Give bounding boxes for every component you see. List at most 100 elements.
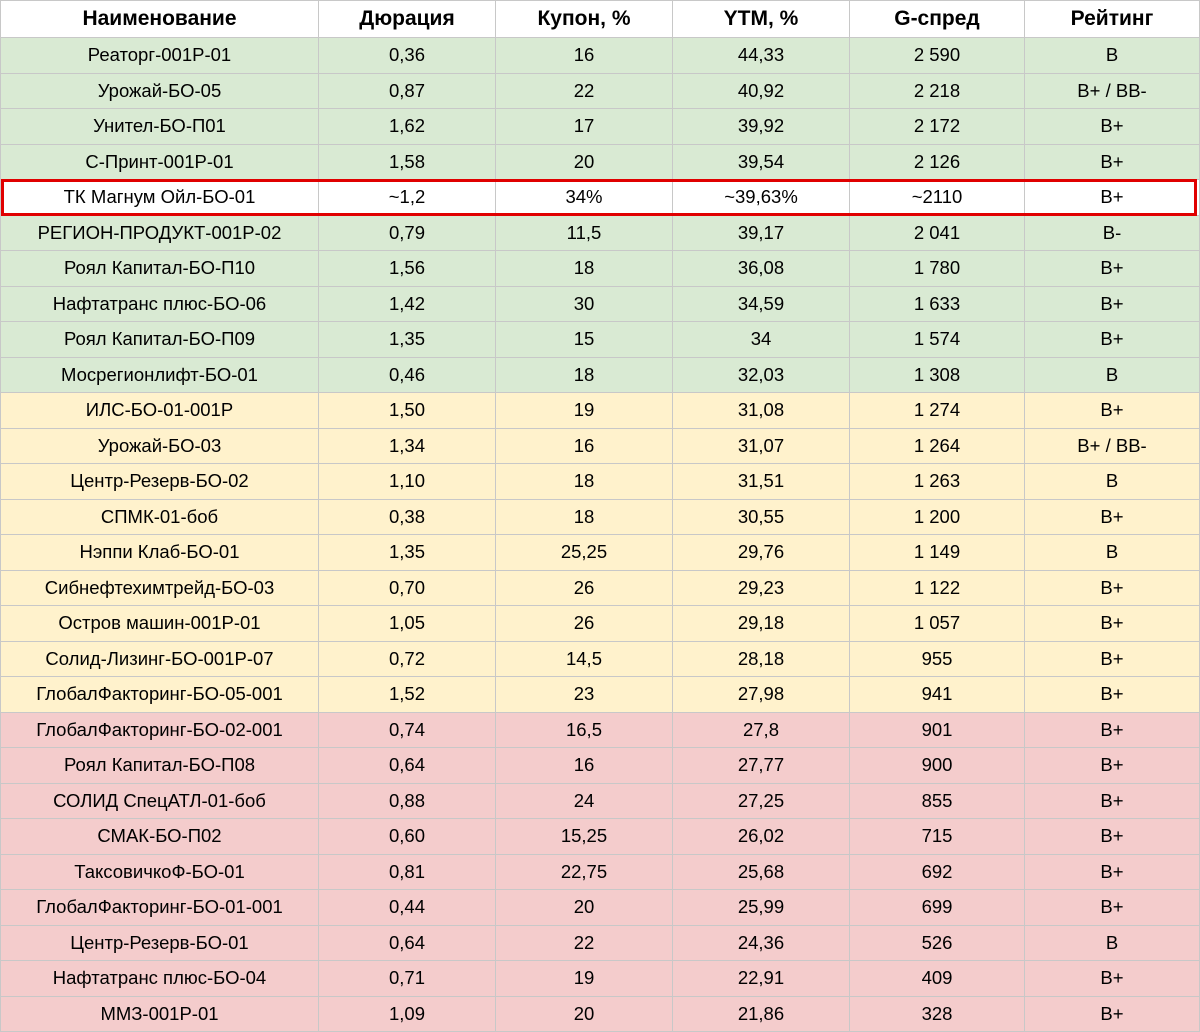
cell-duration: 1,56 — [318, 250, 496, 287]
table-row[interactable]: Остров машин-001Р-01 1,05 26 29,18 1 057 B+ — [0, 605, 1200, 642]
cell-name: ГлобалФакторинг-БО-05-001 — [0, 676, 319, 713]
table-row[interactable]: Солид-Лизинг-БО-001Р-07 0,72 14,5 28,18 955 B… — [0, 640, 1200, 677]
cell-g-spread: 955 — [849, 640, 1025, 677]
cell-g-spread: 1 263 — [849, 463, 1025, 500]
table-row[interactable]: ММЗ-001Р-01 1,09 20 21,86 328 B+ — [0, 995, 1200, 1032]
cell-g-spread: 2 126 — [849, 143, 1025, 180]
table-row[interactable]: СОЛИД СпецАТЛ-01-боб 0,88 24 27,25 855 B+ — [0, 782, 1200, 819]
cell-duration: 1,34 — [318, 427, 496, 464]
table-row[interactable]: ГлобалФакторинг-БО-01-001 0,44 20 25,99 699 B… — [0, 889, 1200, 926]
cell-g-spread: 1 264 — [849, 427, 1025, 464]
cell-g-spread: 2 590 — [849, 37, 1025, 74]
header-row: Наименование Дюрация Купон, % YTM, % G-с… — [0, 0, 1200, 38]
cell-ytm: 31,51 — [672, 463, 850, 500]
header-ytm[interactable]: YTM, % — [672, 0, 850, 38]
cell-ytm: 29,76 — [672, 534, 850, 571]
table-row[interactable]: ГлобалФакторинг-БО-05-001 1,52 23 27,98 941 B… — [0, 676, 1200, 713]
cell-g-spread: 2 218 — [849, 72, 1025, 109]
cell-duration: 0,46 — [318, 356, 496, 393]
table-row[interactable]: Роял Капитал-БО-П10 1,56 18 36,08 1 780 B+ — [0, 250, 1200, 287]
cell-coupon: 18 — [495, 250, 673, 287]
cell-duration: 0,60 — [318, 818, 496, 855]
cell-ytm: 22,91 — [672, 960, 850, 997]
table-row[interactable]: СМАК-БО-П02 0,60 15,25 26,02 715 B+ — [0, 818, 1200, 855]
table-row[interactable]: Центр-Резерв-БО-01 0,64 22 24,36 526 B — [0, 924, 1200, 961]
table-row[interactable]: ТаксовичкоФ-БО-01 0,81 22,75 25,68 692 B+ — [0, 853, 1200, 890]
cell-ytm: 25,99 — [672, 889, 850, 926]
cell-coupon: 18 — [495, 463, 673, 500]
cell-coupon: 19 — [495, 960, 673, 997]
cell-coupon: 15 — [495, 321, 673, 358]
table-row[interactable]: СПМК-01-боб 0,38 18 30,55 1 200 B+ — [0, 498, 1200, 535]
table-row[interactable]: Роял Капитал-БО-П08 0,64 16 27,77 900 B+ — [0, 747, 1200, 784]
cell-coupon: 11,5 — [495, 214, 673, 251]
table-row[interactable]: С-Принт-001Р-01 1,58 20 39,54 2 126 B+ — [0, 143, 1200, 180]
cell-coupon: 18 — [495, 356, 673, 393]
table-row[interactable]: Мосрегионлифт-БО-01 0,46 18 32,03 1 308 B — [0, 356, 1200, 393]
table-row[interactable]: Центр-Резерв-БО-02 1,10 18 31,51 1 263 B — [0, 463, 1200, 500]
cell-ytm: 39,54 — [672, 143, 850, 180]
header-coupon[interactable]: Купон, % — [495, 0, 673, 38]
cell-name: РЕГИОН-ПРОДУКТ-001Р-02 — [0, 214, 319, 251]
table-row[interactable]: Нэппи Клаб-БО-01 1,35 25,25 29,76 1 149 B — [0, 534, 1200, 571]
cell-duration: 1,52 — [318, 676, 496, 713]
cell-rating: B — [1024, 37, 1200, 74]
cell-coupon: 18 — [495, 498, 673, 535]
cell-name: ИЛС-БО-01-001Р — [0, 392, 319, 429]
cell-coupon: 22 — [495, 72, 673, 109]
cell-rating: B — [1024, 356, 1200, 393]
cell-rating: B+ — [1024, 995, 1200, 1032]
table-row[interactable]: Урожай-БО-05 0,87 22 40,92 2 218 B+ / BB- — [0, 72, 1200, 109]
cell-g-spread: 1 633 — [849, 285, 1025, 322]
cell-duration: 0,79 — [318, 214, 496, 251]
header-rating[interactable]: Рейтинг — [1024, 0, 1200, 38]
table-row[interactable]: ГлобалФакторинг-БО-02-001 0,74 16,5 27,8 901… — [0, 711, 1200, 748]
header-name[interactable]: Наименование — [0, 0, 319, 38]
cell-duration: 1,35 — [318, 534, 496, 571]
table-row[interactable]: Нафтатранс плюс-БО-04 0,71 19 22,91 409 B+ — [0, 960, 1200, 997]
table-row[interactable]: Реаторг-001Р-01 0,36 16 44,33 2 590 B — [0, 37, 1200, 74]
cell-g-spread: 409 — [849, 960, 1025, 997]
cell-ytm: 30,55 — [672, 498, 850, 535]
cell-duration: 0,87 — [318, 72, 496, 109]
table-row[interactable]: Унител-БО-П01 1,62 17 39,92 2 172 B+ — [0, 108, 1200, 145]
cell-duration: 0,70 — [318, 569, 496, 606]
cell-name: Остров машин-001Р-01 — [0, 605, 319, 642]
table-row[interactable]: Урожай-БО-03 1,34 16 31,07 1 264 B+ / BB- — [0, 427, 1200, 464]
cell-name: Нэппи Клаб-БО-01 — [0, 534, 319, 571]
cell-coupon: 16 — [495, 37, 673, 74]
table-row[interactable]: РЕГИОН-ПРОДУКТ-001Р-02 0,79 11,5 39,17 2 041… — [0, 214, 1200, 251]
cell-coupon: 22,75 — [495, 853, 673, 890]
cell-g-spread: 526 — [849, 924, 1025, 961]
cell-g-spread: ~2110 — [849, 179, 1025, 216]
cell-coupon: 20 — [495, 995, 673, 1032]
cell-name: С-Принт-001Р-01 — [0, 143, 319, 180]
cell-rating: B+ — [1024, 143, 1200, 180]
cell-g-spread: 328 — [849, 995, 1025, 1032]
cell-name: ТК Магнум Ойл-БО-01 — [0, 179, 319, 216]
header-g-spread[interactable]: G-спред — [849, 0, 1025, 38]
table-row[interactable]: Нафтатранс плюс-БО-06 1,42 30 34,59 1 633 B+ — [0, 285, 1200, 322]
cell-rating: B — [1024, 534, 1200, 571]
cell-name: Реаторг-001Р-01 — [0, 37, 319, 74]
table-row[interactable]: ИЛС-БО-01-001Р 1,50 19 31,08 1 274 B+ — [0, 392, 1200, 429]
header-duration[interactable]: Дюрация — [318, 0, 496, 38]
table-row[interactable]: Роял Капитал-БО-П09 1,35 15 34 1 574 B+ — [0, 321, 1200, 358]
cell-g-spread: 1 574 — [849, 321, 1025, 358]
cell-coupon: 25,25 — [495, 534, 673, 571]
table-row-highlighted[interactable]: ТК Магнум Ойл-БО-01 ~1,2 34% ~39,63% ~2110 B+ — [0, 179, 1200, 216]
cell-coupon: 30 — [495, 285, 673, 322]
table-row[interactable]: Сибнефтехимтрейд-БО-03 0,70 26 29,23 1 122 B+ — [0, 569, 1200, 606]
cell-duration: 1,35 — [318, 321, 496, 358]
cell-rating: B+ — [1024, 605, 1200, 642]
cell-g-spread: 715 — [849, 818, 1025, 855]
cell-name: Центр-Резерв-БО-01 — [0, 924, 319, 961]
cell-name: Унител-БО-П01 — [0, 108, 319, 145]
cell-g-spread: 2 172 — [849, 108, 1025, 145]
cell-coupon: 23 — [495, 676, 673, 713]
cell-name: Нафтатранс плюс-БО-04 — [0, 960, 319, 997]
cell-rating: B+ — [1024, 108, 1200, 145]
cell-coupon: 26 — [495, 605, 673, 642]
